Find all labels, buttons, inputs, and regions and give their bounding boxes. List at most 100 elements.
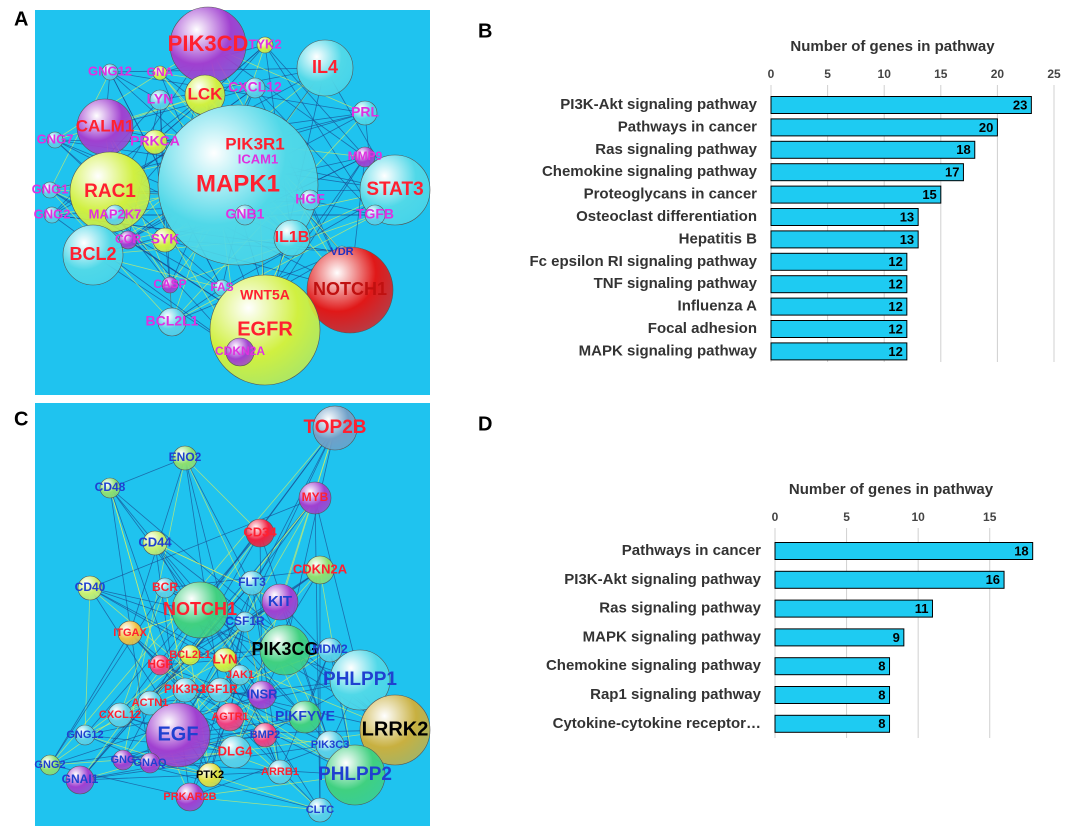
- node: [43, 206, 61, 224]
- bar: [774, 542, 1034, 560]
- node: [149, 89, 171, 111]
- value-label: 8: [878, 716, 885, 731]
- edge: [109, 487, 161, 666]
- node-label: EGFR: [237, 318, 293, 340]
- node-label: GNG: [110, 754, 135, 766]
- node-label: MAP2K7: [89, 206, 142, 221]
- edge: [219, 689, 331, 746]
- node: [41, 181, 59, 199]
- node-label: CXCL12: [228, 79, 282, 95]
- node-label: CALM1: [76, 116, 135, 135]
- value-label: 13: [900, 232, 914, 247]
- bar: [774, 628, 905, 647]
- node-label: BCL2: [69, 244, 116, 264]
- node-label: NOTCH1: [163, 599, 237, 619]
- node: [296, 39, 354, 97]
- edge: [177, 729, 396, 736]
- network: TOP2B ENO2 MYB CD48 CD44 CD34 CDKN2A CD40 BCR NOT…: [34, 405, 431, 823]
- edge: [164, 587, 186, 691]
- edge: [79, 744, 331, 781]
- bar: [770, 96, 1032, 114]
- bar: [774, 686, 891, 704]
- node-label: SYK: [151, 231, 180, 247]
- node-label: WNT5A: [240, 287, 290, 303]
- node-label: CD48: [95, 480, 126, 494]
- category-label: Hepatitis B: [679, 230, 758, 247]
- category-label: MAPK signaling pathway: [579, 342, 758, 359]
- node: [62, 224, 124, 286]
- edge: [264, 156, 366, 297]
- node-label: FAS: [210, 280, 233, 294]
- category-label: PI3K-Akt signaling pathway: [564, 571, 761, 588]
- node: [39, 754, 61, 776]
- bar: [770, 252, 908, 271]
- chart-title: Number of genes in pathway: [789, 481, 994, 498]
- category-label: Proteoglycans in cancer: [584, 186, 758, 203]
- node-label: PIK3CG: [251, 639, 318, 659]
- edge: [229, 649, 331, 718]
- edge: [184, 457, 286, 651]
- node-label: GNG1: [32, 181, 69, 196]
- value-label: 9: [893, 630, 900, 645]
- node-label: MMP9: [348, 149, 383, 163]
- chart-title: Number of genes in pathway: [790, 38, 995, 55]
- panel-label: B: [478, 20, 492, 42]
- node: [152, 65, 168, 81]
- node: [305, 555, 335, 585]
- edge: [251, 497, 316, 584]
- bar: [770, 118, 998, 137]
- x-tick-label: 20: [991, 67, 1005, 81]
- node-label: NOTCH1: [313, 279, 387, 299]
- bar: [774, 657, 891, 676]
- node: [161, 276, 179, 294]
- node: [172, 445, 198, 471]
- value-label: 11: [915, 601, 929, 616]
- node-label: IL1B: [275, 229, 310, 246]
- node: [239, 570, 265, 596]
- category-label: Ras signaling pathway: [599, 600, 761, 617]
- node: [229, 664, 251, 686]
- node-label: CD44: [138, 534, 172, 549]
- node-label: PIKFYVE: [275, 708, 335, 724]
- node-label: JAK1: [226, 669, 254, 681]
- edge: [89, 497, 316, 589]
- node-label: KIT: [268, 593, 292, 610]
- node-label: CD34: [243, 524, 277, 539]
- bar: [774, 599, 933, 618]
- node: [324, 744, 386, 806]
- node-label: PRL: [351, 104, 379, 120]
- node-label: GNA: [147, 65, 174, 79]
- node: [215, 702, 245, 732]
- edge: [159, 664, 306, 718]
- node-label: PIK3R1: [225, 134, 285, 153]
- x-tick-label: 10: [878, 67, 892, 81]
- node: [142, 530, 168, 556]
- bar: [770, 208, 919, 226]
- node-label: CDKN2A: [293, 561, 348, 576]
- bar: [774, 714, 891, 733]
- node-label: GNAQ: [134, 757, 167, 769]
- node: [267, 759, 293, 785]
- node-label: HGF: [147, 657, 172, 671]
- node: [137, 690, 163, 716]
- node-label: GNAI1: [62, 772, 99, 786]
- edge: [79, 497, 316, 781]
- node-label: STAT3: [366, 179, 423, 200]
- node: [65, 765, 95, 795]
- bar: [770, 140, 976, 159]
- edge: [171, 214, 376, 323]
- node: [261, 583, 299, 621]
- node: [74, 724, 96, 746]
- node: [77, 575, 103, 601]
- edge: [254, 87, 376, 216]
- category-label: PI3K-Akt signaling pathway: [560, 96, 757, 113]
- node-label: PHLPP2: [318, 764, 392, 785]
- edge: [184, 457, 261, 534]
- bar: [774, 570, 1005, 589]
- bar: [770, 163, 964, 182]
- node: [317, 637, 343, 663]
- edge: [314, 497, 321, 811]
- node: [364, 204, 386, 226]
- node-label: RAC1: [84, 181, 136, 202]
